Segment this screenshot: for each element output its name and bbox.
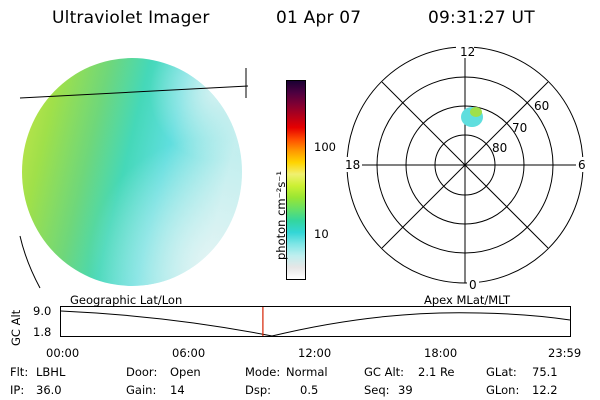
time-label: 09:31:27 UT [428,8,535,28]
lat-label-60: 60 [534,99,549,113]
auroral-blob-core [470,107,482,117]
timeline-tick-1800: 18:00 [424,346,458,360]
altitude-curve [60,310,571,337]
disk-highlight [22,58,242,286]
gain-label: Gain: [126,383,157,397]
ip-label: IP: [10,383,25,397]
date-label: 01 Apr 07 [276,8,362,28]
limb-arc [19,235,41,289]
lat-label-80: 80 [492,141,507,155]
dsp-label: Dsp: [245,383,272,397]
seq-label: Seq: [364,383,390,397]
clock-label-bg-6 [576,157,588,172]
polar-plot: 12 18 6 0 60 70 80 [344,45,588,292]
timeline-y-top: 9.0 [33,304,52,318]
mode-value: Normal [286,365,328,379]
door-label: Door: [126,365,158,379]
timeline-frame [60,306,571,337]
gain-value: 14 [170,383,185,397]
flt-label: Flt: [10,365,29,379]
clock-label-12: 12 [460,45,475,59]
colorbar-tick-10: 10 [314,227,329,241]
gcalt-value: 2.1 Re [418,365,455,379]
timeline-tick-0600: 06:00 [172,346,206,360]
polar-diagonal-2 [381,81,549,249]
dsp-value: 0.5 [300,383,319,397]
timeline-tick-1200: 12:00 [298,346,332,360]
ip-value: 36.0 [36,383,62,397]
glon-label: GLon: [486,383,520,397]
timeline-tick-0000: 00:00 [46,346,80,360]
timeline-left-title: Geographic Lat/Lon [70,293,183,307]
clock-label-6: 6 [578,158,586,172]
mode-label: Mode: [245,365,281,379]
seq-value: 39 [398,383,413,397]
lat-label-70: 70 [512,121,527,135]
earth-disk-image [19,58,249,289]
clock-label-0: 0 [469,278,477,292]
glon-value: 12.2 [532,383,558,397]
flt-value: LBHL [36,365,66,379]
timeline-y-label: GC Alt [9,309,23,346]
color-bar [286,80,306,280]
glat-label: GLat: [486,365,517,379]
timeline-right-title: Apex MLat/MLT [424,293,511,307]
door-value: Open [170,365,201,379]
gcalt-label: GC Alt: [364,365,405,379]
timeline-tick-2359: 23:59 [548,346,582,360]
glat-value: 75.1 [532,365,558,379]
clock-label-18: 18 [345,158,360,172]
clock-label-bg-18 [344,157,362,172]
clock-label-bg [456,45,474,58]
horizon-line [19,85,249,99]
timeline-chart [60,306,571,337]
clock-label-bg-0 [467,277,479,292]
colorbar-unit-label: photon cm⁻²s⁻¹ [274,171,288,260]
timeline-y-bottom: 1.8 [33,325,52,339]
app-title: Ultraviolet Imager [52,8,210,28]
colorbar-tick-100: 100 [314,140,336,154]
